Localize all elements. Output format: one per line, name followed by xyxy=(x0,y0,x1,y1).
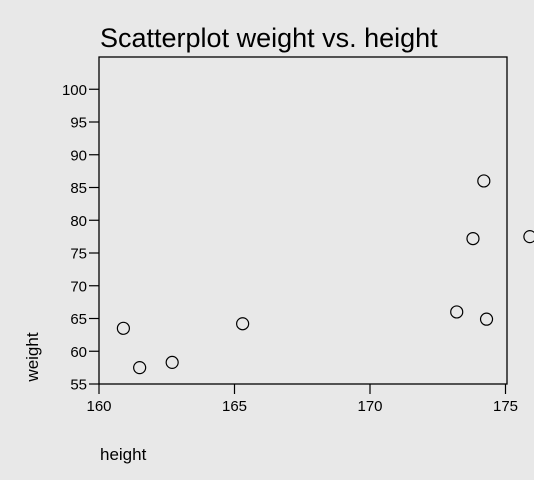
x-tick-label: 170 xyxy=(357,398,382,415)
y-axis: 55 60 65 70 75 80 85 90 95 100 xyxy=(62,82,99,394)
data-point xyxy=(116,321,130,335)
chart-title: Scatterplot weight vs. height xyxy=(100,23,438,53)
data-points xyxy=(116,174,534,375)
y-tick-label: 60 xyxy=(70,344,87,361)
y-tick-label: 80 xyxy=(70,213,87,230)
y-axis-label: weight xyxy=(23,332,42,382)
y-tick-label: 65 xyxy=(70,311,87,328)
y-tick-label: 85 xyxy=(70,180,87,197)
x-tick-label: 160 xyxy=(86,398,111,415)
data-point xyxy=(165,355,179,369)
data-point xyxy=(479,312,494,326)
y-tick-label: 55 xyxy=(70,377,87,394)
y-tick-label: 70 xyxy=(70,278,87,295)
plot-area-frame xyxy=(98,56,508,385)
x-tick-label: 175 xyxy=(493,398,518,415)
data-point xyxy=(523,230,534,244)
x-tick-label: 165 xyxy=(222,398,247,415)
data-point xyxy=(466,231,480,246)
y-tick-label: 100 xyxy=(62,82,87,99)
y-tick-label: 90 xyxy=(70,147,87,164)
data-point xyxy=(236,317,250,331)
y-tick-label: 75 xyxy=(70,246,87,263)
y-tick-label: 95 xyxy=(70,115,87,132)
data-point xyxy=(450,305,464,319)
data-point xyxy=(477,174,491,188)
data-point xyxy=(133,361,147,375)
x-axis-label: height xyxy=(100,445,147,464)
x-axis: 160165170175180185 xyxy=(86,384,518,415)
